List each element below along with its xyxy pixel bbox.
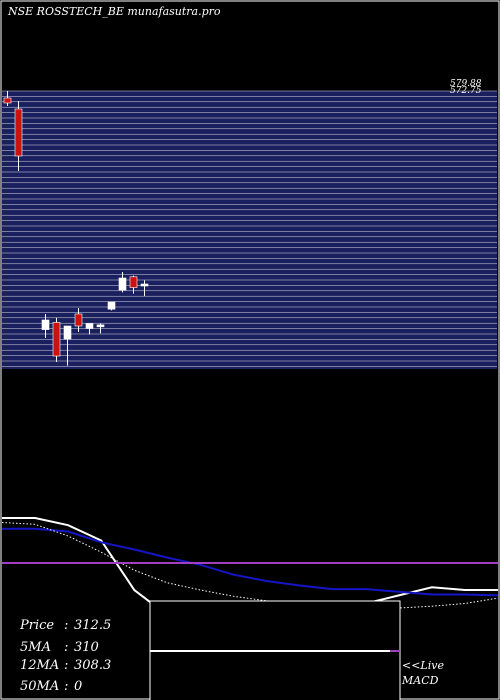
candle: [118, 272, 127, 293]
ma5-label: 5MA: [20, 640, 51, 655]
candle-body: [14, 108, 23, 157]
candle-body: [140, 283, 149, 287]
price-colon: :: [64, 618, 68, 633]
price-label: Price: [19, 618, 54, 633]
ma50-colon: :: [64, 679, 68, 694]
macd-label-live: <<Live: [402, 659, 444, 672]
candle: [129, 275, 138, 294]
candle: [85, 323, 94, 335]
candle: [74, 308, 83, 332]
macd-series-line: [1, 522, 499, 609]
macd-series-line: [2, 527, 499, 597]
candle: [52, 317, 61, 362]
candle-body: [63, 325, 72, 340]
ma5-colon: :: [64, 640, 68, 655]
ma12-label: 12MA: [20, 658, 59, 673]
candle: [41, 314, 50, 338]
ma12-value: 308.3: [74, 658, 111, 673]
price-label-top: 572.75: [450, 86, 482, 96]
info-panel: Price : 312.5 5MA : 310 12MA : 308.3 50M…: [19, 618, 111, 694]
candle-body: [85, 323, 94, 329]
candlestick-series: [3, 91, 149, 366]
candle-body: [129, 276, 138, 288]
ma50-value: 0: [74, 679, 82, 694]
price-label-top: 579.88: [450, 79, 482, 89]
chart-title: NSE ROSSTECH_BE munafasutra.pro: [7, 5, 221, 18]
candle-body: [41, 319, 50, 330]
candle: [96, 323, 105, 334]
candle-body: [3, 97, 12, 104]
candle-body: [74, 313, 83, 327]
ma50-label: 50MA: [20, 679, 59, 694]
candle-body: [107, 301, 116, 310]
price-band: [2, 90, 497, 369]
candle: [14, 101, 23, 171]
candle-body: [96, 324, 105, 328]
price-band-fill: [2, 91, 497, 369]
macd-label: MACD: [401, 674, 439, 687]
candle-body: [52, 322, 61, 357]
candle-body: [118, 277, 127, 291]
candle: [107, 301, 116, 311]
candle: [63, 325, 72, 366]
ma12-colon: :: [64, 658, 68, 673]
price-value: 312.5: [74, 618, 111, 633]
candle: [3, 91, 12, 106]
ma5-value: 310: [74, 640, 99, 655]
candle: [140, 280, 149, 296]
